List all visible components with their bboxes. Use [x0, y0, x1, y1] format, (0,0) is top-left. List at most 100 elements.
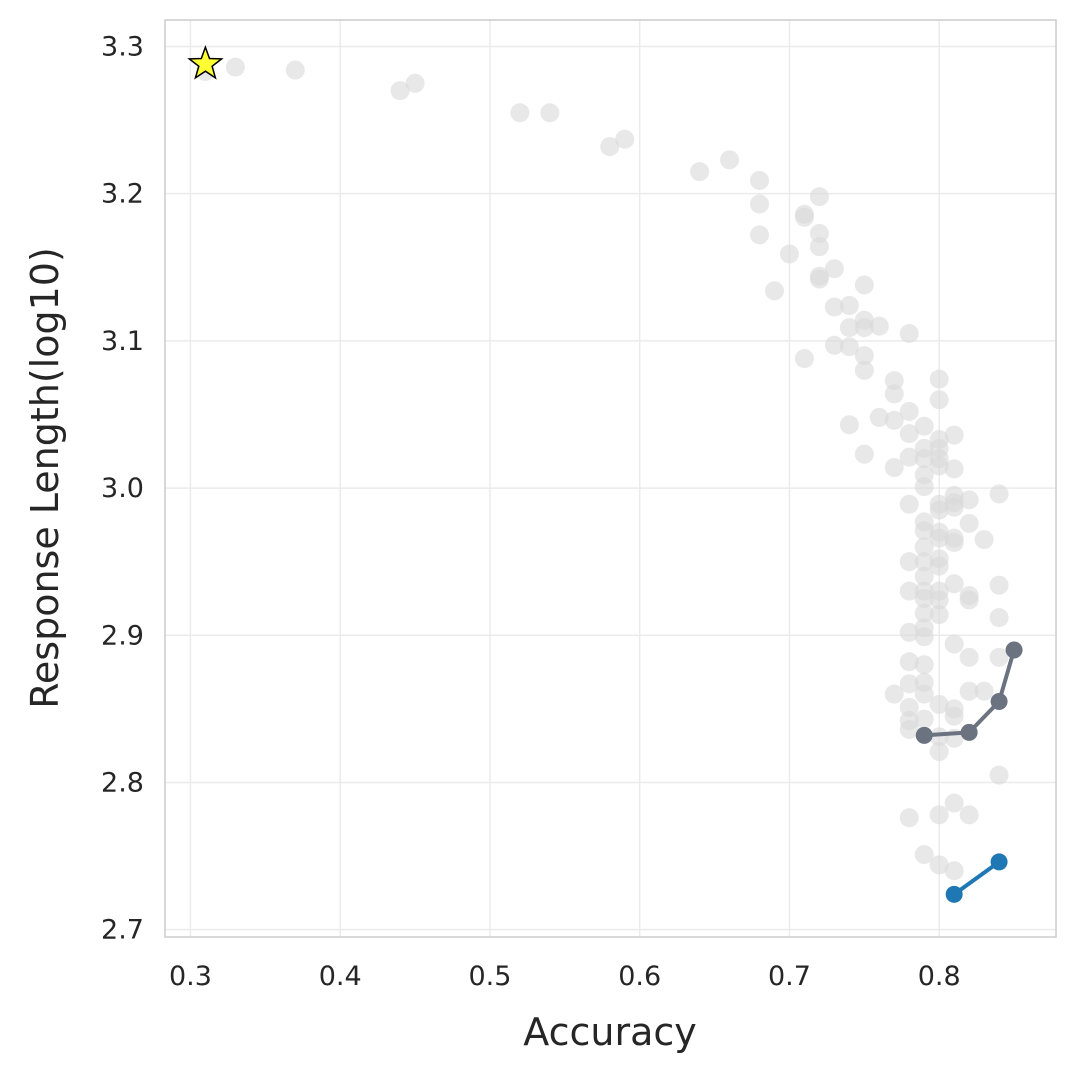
x-axis-title: Accuracy [523, 1010, 697, 1054]
series-lines [915, 641, 1023, 903]
background-point [959, 513, 979, 533]
y-tick-label: 2.9 [101, 620, 144, 651]
background-point [749, 170, 769, 190]
background-point [989, 765, 1009, 785]
background-point [914, 552, 934, 572]
background-point [390, 81, 410, 101]
background-point [974, 681, 994, 701]
series-line [952, 859, 1002, 897]
background-points [195, 57, 1009, 881]
background-point [899, 674, 919, 694]
background-point [914, 845, 934, 865]
background-point [854, 318, 874, 338]
background-point [869, 316, 889, 336]
series-point [1005, 641, 1023, 659]
background-point [944, 574, 964, 594]
x-tick-label: 0.6 [618, 961, 661, 992]
background-point [959, 805, 979, 825]
background-point [944, 497, 964, 517]
plot-frame [164, 19, 1057, 938]
background-point [779, 244, 799, 264]
background-point [989, 608, 1009, 628]
series-point [915, 726, 933, 744]
background-point [824, 335, 844, 355]
background-point [929, 500, 949, 520]
background-point [944, 634, 964, 654]
background-point [749, 194, 769, 214]
background-point [974, 530, 994, 550]
background-point [854, 360, 874, 380]
background-point [839, 296, 859, 316]
background-point [899, 622, 919, 642]
background-point [285, 60, 305, 80]
x-tick-label: 0.3 [169, 961, 212, 992]
background-point [600, 137, 620, 157]
background-point [914, 477, 934, 497]
background-point [959, 647, 979, 667]
grid-lines [165, 20, 1056, 937]
y-axis-title: Response Length(log10) [23, 247, 67, 709]
series-line [922, 647, 1017, 738]
background-point [929, 855, 949, 875]
x-tick-label: 0.8 [918, 961, 961, 992]
highlight-marker [187, 45, 224, 80]
background-point [929, 369, 949, 389]
background-point [540, 103, 560, 123]
background-point [899, 494, 919, 514]
background-point [899, 697, 919, 717]
x-tick-label: 0.5 [468, 961, 511, 992]
y-tick-label: 3.3 [101, 31, 144, 62]
background-point [854, 275, 874, 295]
y-tick-label: 3.0 [101, 473, 144, 504]
background-point [884, 371, 904, 391]
background-point [884, 684, 904, 704]
background-point [899, 719, 919, 739]
background-point [510, 103, 530, 123]
background-point [764, 281, 784, 301]
background-point [839, 318, 859, 338]
background-point [854, 444, 874, 464]
background-point [959, 590, 979, 610]
background-point [944, 425, 964, 445]
y-tick-label: 2.7 [101, 915, 144, 946]
background-point [794, 349, 814, 369]
background-point [914, 449, 934, 469]
background-point [225, 57, 245, 77]
background-point [929, 590, 949, 610]
background-point [824, 297, 844, 317]
background-point [809, 187, 829, 207]
background-point [944, 459, 964, 479]
x-tick-label: 0.7 [768, 961, 811, 992]
background-point [944, 706, 964, 726]
background-point [899, 447, 919, 467]
background-point [809, 269, 829, 289]
background-point [914, 588, 934, 608]
background-point [914, 684, 934, 704]
background-point [854, 346, 874, 366]
background-point [944, 533, 964, 553]
series-point [990, 692, 1008, 710]
series-point [945, 885, 963, 903]
background-point [899, 581, 919, 601]
background-point [914, 566, 934, 586]
background-point [929, 805, 949, 825]
y-tick-labels: 2.7 2.8 2.9 3.0 3.1 3.2 3.3 [101, 31, 144, 945]
background-point [615, 129, 635, 149]
background-point [899, 652, 919, 672]
background-point [899, 424, 919, 444]
background-point [884, 384, 904, 404]
background-point [944, 793, 964, 813]
series-point [960, 723, 978, 741]
background-point [824, 259, 844, 279]
background-point [929, 605, 949, 625]
background-point [914, 655, 934, 675]
background-point [899, 552, 919, 572]
background-point [839, 337, 859, 357]
background-point [884, 410, 904, 430]
background-point [914, 627, 934, 647]
background-point [794, 207, 814, 227]
background-point [690, 162, 710, 182]
background-point [899, 402, 919, 422]
